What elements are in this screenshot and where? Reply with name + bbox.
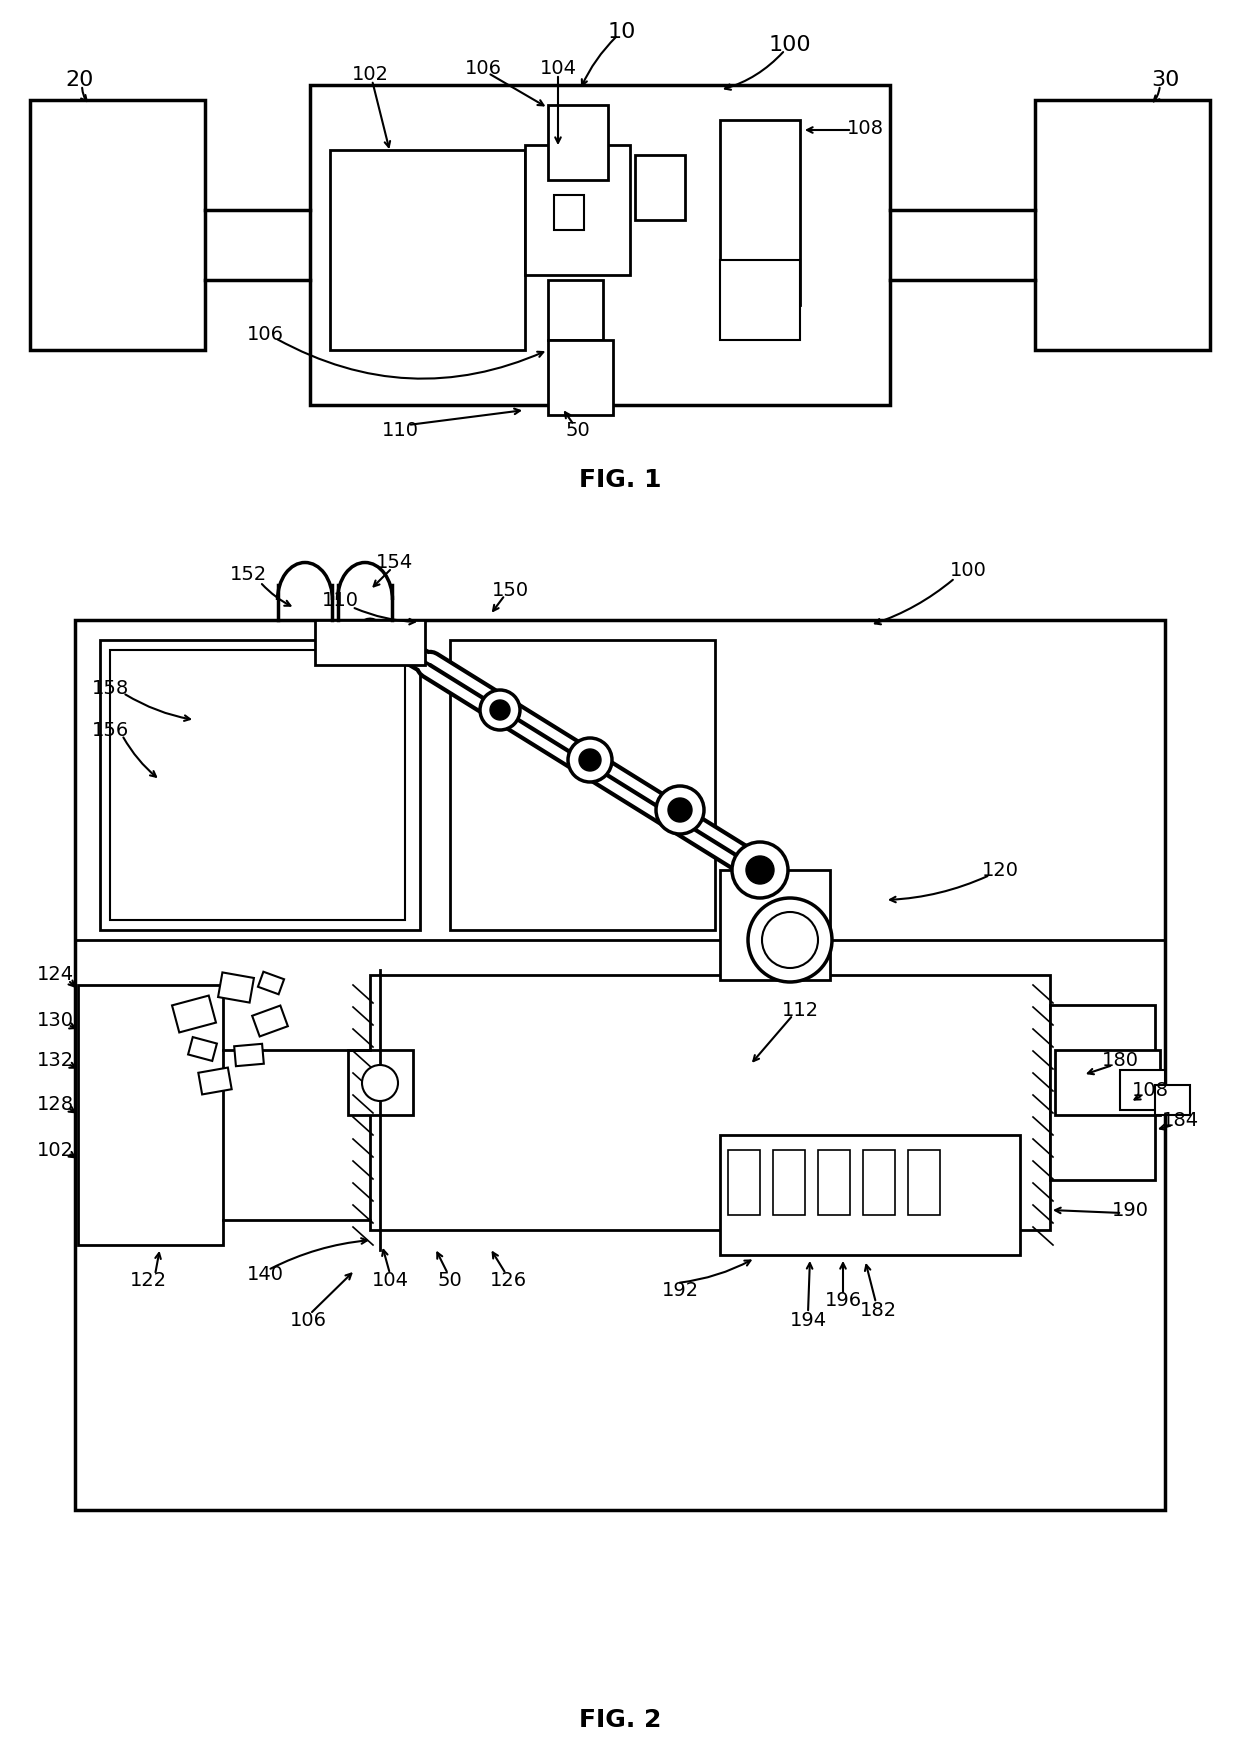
Circle shape: [362, 1064, 398, 1101]
Text: FIG. 1: FIG. 1: [579, 469, 661, 492]
Circle shape: [748, 899, 832, 981]
Text: 110: 110: [321, 590, 358, 610]
Text: 192: 192: [661, 1281, 698, 1300]
Bar: [773, 1151, 805, 1216]
Bar: [1055, 1050, 1159, 1115]
Text: 196: 196: [825, 1290, 862, 1309]
Bar: [863, 1151, 895, 1216]
Text: 108: 108: [1131, 1080, 1168, 1099]
Text: 100: 100: [769, 35, 811, 55]
FancyBboxPatch shape: [188, 1038, 217, 1061]
Text: 10: 10: [608, 21, 636, 42]
FancyBboxPatch shape: [218, 973, 254, 1003]
Bar: [315, 620, 425, 664]
Bar: [818, 1151, 849, 1216]
FancyBboxPatch shape: [198, 1068, 232, 1094]
Bar: [548, 280, 603, 340]
Bar: [908, 1151, 940, 1216]
Circle shape: [579, 749, 601, 772]
Text: 140: 140: [247, 1265, 284, 1284]
Bar: [1154, 1085, 1190, 1115]
Bar: [348, 1050, 413, 1115]
Text: 106: 106: [465, 58, 501, 78]
Text: 122: 122: [129, 1270, 166, 1290]
Circle shape: [568, 738, 613, 782]
Text: 110: 110: [382, 421, 419, 439]
Text: 150: 150: [491, 580, 528, 599]
Text: 50: 50: [438, 1270, 463, 1290]
Text: 128: 128: [36, 1096, 73, 1115]
Text: 104: 104: [372, 1270, 408, 1290]
Bar: [1050, 1004, 1154, 1181]
Text: 20: 20: [66, 70, 94, 90]
Circle shape: [668, 798, 692, 823]
Text: 158: 158: [92, 678, 129, 698]
Text: 112: 112: [781, 1001, 818, 1020]
Bar: [370, 974, 1050, 1230]
FancyBboxPatch shape: [258, 971, 284, 994]
Bar: [720, 120, 800, 305]
Text: 106: 106: [289, 1311, 326, 1330]
Bar: [30, 100, 205, 351]
Circle shape: [480, 691, 520, 729]
Bar: [310, 85, 890, 405]
Circle shape: [656, 786, 704, 833]
Circle shape: [763, 913, 818, 967]
Text: 194: 194: [790, 1311, 827, 1330]
Text: 130: 130: [36, 1010, 73, 1029]
Text: 154: 154: [377, 553, 414, 571]
Bar: [554, 196, 584, 231]
Text: 106: 106: [247, 326, 284, 345]
Bar: [100, 640, 420, 930]
Text: 104: 104: [539, 58, 577, 78]
Circle shape: [746, 856, 774, 885]
Text: 100: 100: [950, 560, 987, 580]
Bar: [74, 620, 1166, 1510]
Bar: [450, 640, 715, 930]
Bar: [525, 144, 630, 275]
Bar: [720, 261, 800, 340]
Text: 182: 182: [859, 1300, 897, 1320]
Bar: [330, 150, 525, 351]
Text: 50: 50: [565, 421, 590, 439]
Bar: [635, 155, 684, 220]
Bar: [1035, 100, 1210, 351]
FancyBboxPatch shape: [252, 1006, 288, 1036]
Text: 120: 120: [982, 860, 1018, 879]
Text: 152: 152: [229, 566, 267, 585]
Circle shape: [490, 700, 510, 721]
Bar: [110, 650, 405, 920]
Text: 102: 102: [36, 1140, 73, 1159]
Text: 126: 126: [490, 1270, 527, 1290]
Bar: [720, 870, 830, 980]
Text: 190: 190: [1111, 1200, 1148, 1219]
Bar: [728, 1151, 760, 1216]
Text: 184: 184: [1162, 1110, 1199, 1129]
Text: FIG. 2: FIG. 2: [579, 1707, 661, 1732]
Bar: [1120, 1070, 1166, 1110]
Bar: [548, 106, 608, 180]
Circle shape: [732, 842, 787, 899]
Text: 156: 156: [92, 721, 129, 740]
Text: 180: 180: [1101, 1050, 1138, 1070]
Text: 30: 30: [1151, 70, 1179, 90]
Text: 124: 124: [36, 966, 73, 985]
FancyBboxPatch shape: [234, 1043, 264, 1066]
Bar: [78, 985, 223, 1246]
FancyBboxPatch shape: [172, 996, 216, 1033]
Bar: [720, 1135, 1021, 1255]
Text: 102: 102: [351, 65, 388, 85]
Bar: [548, 340, 613, 416]
Text: 132: 132: [36, 1050, 73, 1070]
Text: 108: 108: [847, 118, 883, 137]
